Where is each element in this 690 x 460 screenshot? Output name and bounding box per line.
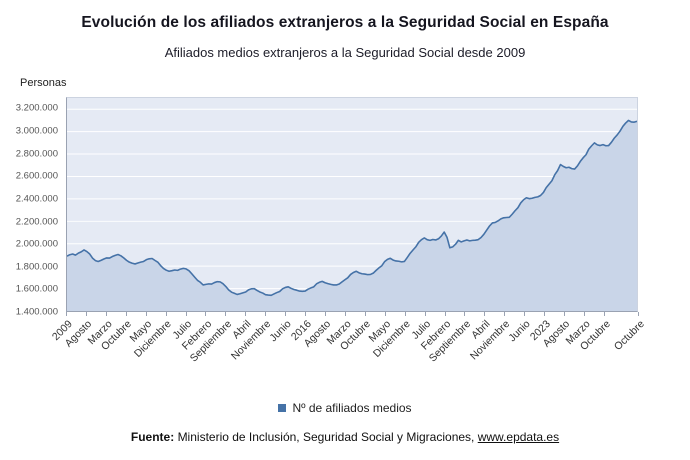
y-axis-label: 2.600.000 — [15, 170, 58, 182]
y-axis-label: 1.800.000 — [15, 261, 58, 273]
y-axis-label: 1.600.000 — [15, 283, 58, 295]
y-axis-label: 3.200.000 — [15, 102, 58, 114]
y-axis-label: 2.400.000 — [15, 193, 58, 205]
chart-subtitle: Afiliados medios extranjeros a la Seguri… — [164, 45, 526, 60]
chart-title: Evolución de los afiliados extranjeros a… — [81, 14, 609, 31]
x-axis-label: Junio — [506, 318, 533, 345]
x-axis-tick — [245, 312, 247, 316]
x-axis-tick — [85, 312, 87, 316]
x-axis-tick — [504, 312, 506, 316]
x-axis-tick — [125, 312, 127, 316]
area-fill — [67, 120, 637, 311]
x-axis-tick — [444, 312, 446, 316]
plot-area — [66, 97, 638, 312]
y-axis-label: 2.200.000 — [15, 216, 58, 227]
x-axis-ticks — [66, 312, 639, 317]
y-axis-label: 3.000.000 — [15, 125, 58, 137]
source-text: Ministerio de Inclusión, Seguridad Socia… — [177, 430, 475, 444]
x-axis-tick — [484, 312, 486, 316]
x-axis-tick — [384, 312, 386, 316]
y-axis-title: Personas — [20, 77, 67, 89]
source-label: Fuente: — [130, 430, 175, 444]
y-axis-label: 1.400.000 — [15, 306, 58, 318]
x-axis-tick — [564, 312, 565, 316]
x-axis-tick — [225, 312, 227, 316]
legend-label[interactable]: Nº de afiliados medios — [292, 401, 412, 415]
epdata-link[interactable]: www.epdata.es — [477, 430, 560, 444]
x-axis-tick — [205, 312, 207, 316]
x-axis-labels: 2009 Agosto Marzo Octubre Mayo Diciembre Julio… — [49, 314, 646, 400]
x-axis-tick — [105, 312, 107, 316]
x-axis-label: Octubre — [611, 318, 647, 353]
x-axis-tick — [325, 312, 326, 316]
x-axis-tick — [265, 312, 267, 316]
x-axis-tick — [603, 312, 605, 316]
x-axis-tick — [638, 312, 639, 316]
x-axis-tick — [66, 312, 67, 316]
x-axis-tick — [424, 312, 426, 316]
y-axis-labels: 1.400.000 1.600.000 1.800.000 2.000.000 2.20… — [0, 97, 62, 318]
legend-marker-icon[interactable] — [278, 404, 287, 412]
y-axis-label: 2.800.000 — [15, 148, 58, 160]
x-axis-tick — [285, 312, 287, 316]
x-axis-tick — [145, 312, 147, 316]
x-axis-tick — [524, 312, 526, 316]
series-svg — [67, 108, 637, 311]
x-axis-tick — [464, 312, 466, 316]
x-axis-label: Junio — [267, 318, 294, 345]
x-axis-tick — [344, 312, 346, 316]
series-line — [67, 119, 637, 297]
x-axis-tick — [404, 312, 406, 316]
legend: Nº de afiliados medios — [0, 401, 690, 415]
source-footer: Fuente: Ministerio de Inclusión, Segurid… — [0, 430, 690, 444]
x-axis-tick — [364, 312, 366, 316]
x-axis-tick — [544, 312, 546, 316]
x-axis-tick — [305, 312, 306, 316]
x-axis-tick — [583, 312, 585, 316]
x-axis-tick — [185, 312, 187, 316]
x-axis-tick — [165, 312, 167, 316]
y-axis-label: 2.000.000 — [15, 238, 58, 250]
